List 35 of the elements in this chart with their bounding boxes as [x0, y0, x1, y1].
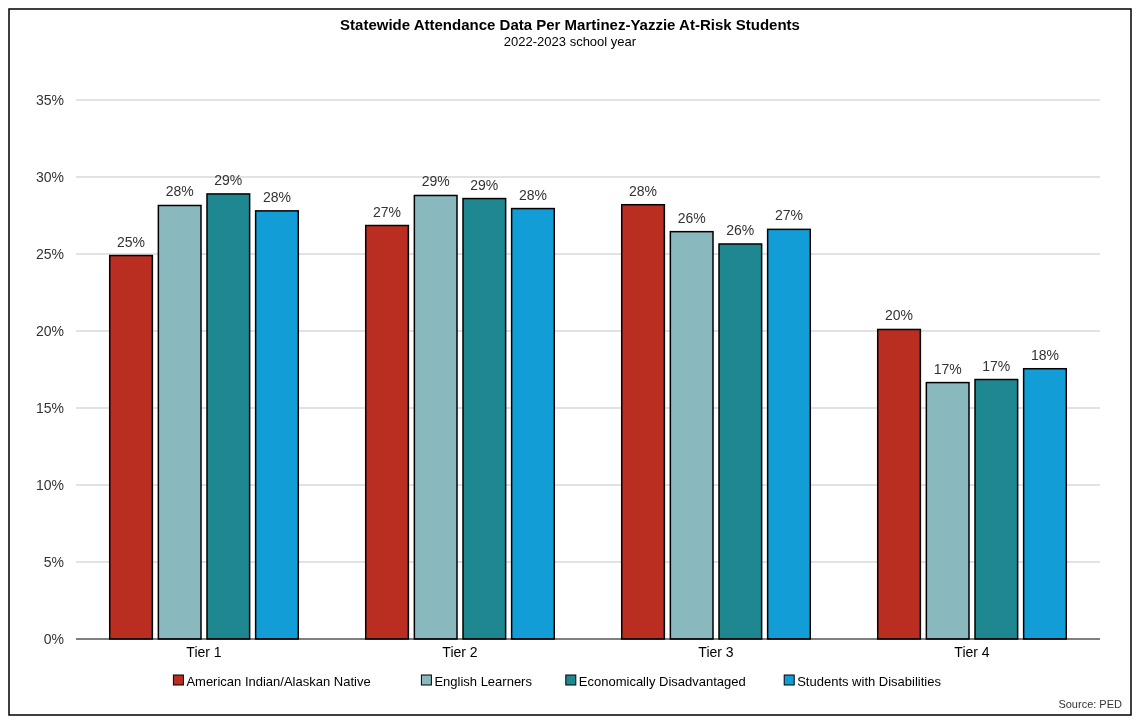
y-tick-label: 0%: [43, 630, 64, 647]
data-label: 29%: [421, 173, 450, 190]
y-tick-label: 15%: [35, 399, 64, 416]
data-label: 27%: [373, 203, 402, 220]
legend-label: English Learners: [434, 673, 533, 689]
y-tick-label: 10%: [35, 476, 64, 493]
y-tick-label: 25%: [35, 245, 64, 262]
data-label: 20%: [885, 307, 914, 324]
legend-label: Economically Disadvantaged: [578, 673, 746, 689]
x-tick-label: Tier 4: [954, 644, 990, 660]
data-label: 28%: [262, 188, 291, 205]
y-tick-label: 30%: [35, 168, 64, 185]
data-label: 28%: [165, 183, 194, 200]
x-tick-label: Tier 3: [698, 644, 734, 660]
data-label: 25%: [117, 233, 146, 250]
data-label: 17%: [933, 360, 962, 377]
chart-subtitle: 2022-2023 school year: [503, 34, 637, 49]
legend-label: American Indian/Alaskan Native: [186, 673, 371, 689]
y-tick-label: 20%: [35, 322, 64, 339]
x-tick-label: Tier 1: [186, 644, 222, 660]
data-label: 26%: [677, 209, 706, 226]
data-label: 26%: [726, 221, 755, 238]
legend-label: Students with Disabilities: [797, 673, 942, 689]
chart-title: Statewide Attendance Data Per Martinez-Yazzie At-Risk Students: [340, 16, 800, 33]
y-tick-label: 5%: [43, 553, 64, 570]
source-note: Source: PED: [1058, 698, 1123, 710]
x-tick-label: Tier 2: [442, 644, 478, 660]
data-label: 27%: [774, 207, 803, 224]
data-label: 29%: [214, 171, 243, 188]
data-label: 28%: [629, 182, 658, 199]
y-tick-label: 35%: [35, 91, 64, 108]
data-label: 17%: [982, 357, 1011, 374]
data-label: 28%: [518, 186, 547, 203]
data-label: 29%: [470, 176, 499, 193]
data-label: 18%: [1030, 346, 1059, 363]
